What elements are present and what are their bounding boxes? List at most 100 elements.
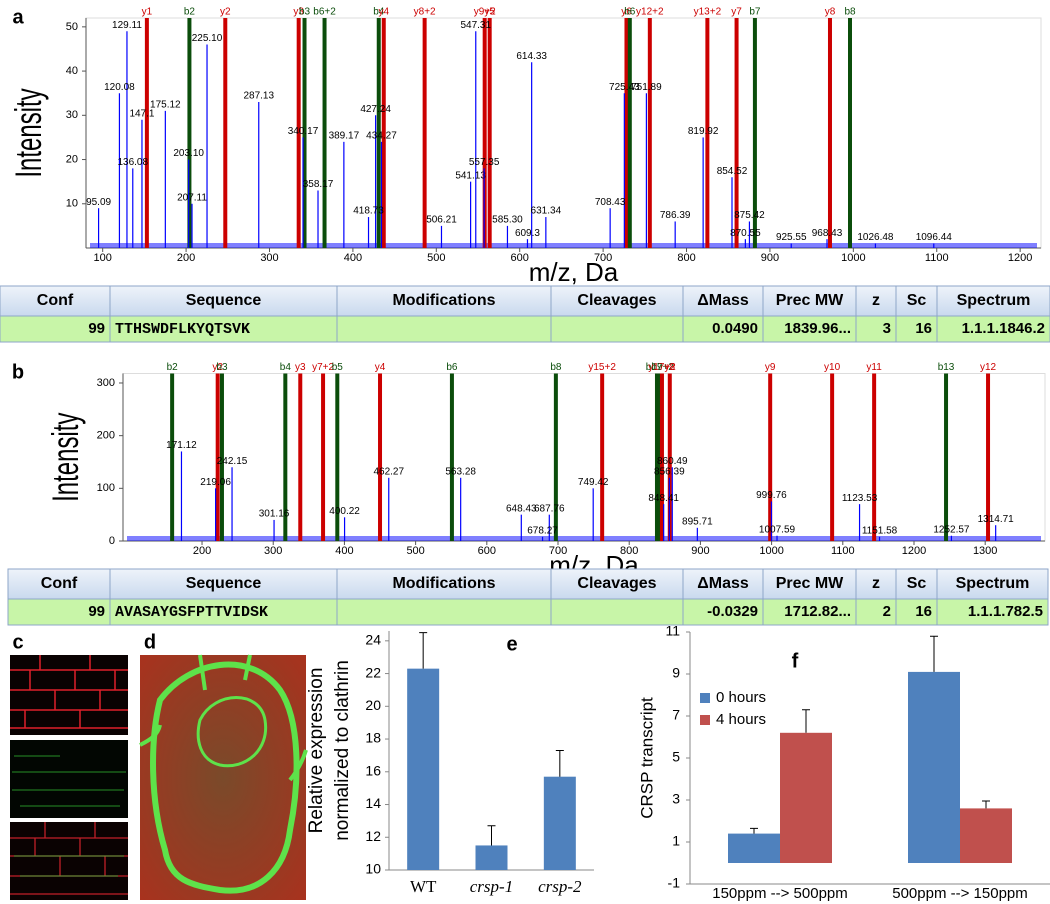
peak-label: 358.17 <box>303 179 334 190</box>
bar <box>908 671 960 863</box>
table-cell <box>855 598 897 626</box>
table-header: Spectrum <box>956 575 1030 592</box>
peak-label: 708.43 <box>595 197 626 208</box>
fragment-label: y9 <box>765 362 776 373</box>
peak-label: 1151.58 <box>862 525 898 536</box>
bar <box>543 776 576 870</box>
table-cell-text: TTHSWDFLKYQTSVK <box>115 321 250 338</box>
peak-label: 614.33 <box>516 51 547 62</box>
table-cell <box>7 598 111 626</box>
y-tick-label: 12 <box>365 828 381 844</box>
error-bar <box>930 635 938 672</box>
x-tick-label: 600 <box>478 545 496 557</box>
y-tick-label: 11 <box>665 623 680 639</box>
y-tick-label: 50 <box>66 21 78 33</box>
table-header: Sc <box>907 292 927 309</box>
table-cell-text: 0.0490 <box>712 320 758 337</box>
table-cell <box>550 315 684 343</box>
table-cell <box>550 598 684 626</box>
table-header-cell <box>682 285 764 317</box>
fragment-label: b17+2 <box>646 362 675 373</box>
table-header: z <box>872 292 880 309</box>
panel-letter: c <box>12 631 23 653</box>
y-tick-label: 20 <box>365 697 381 713</box>
y-tick-label: 100 <box>97 482 115 494</box>
peak-label: 400.22 <box>329 506 360 517</box>
table-header-cell <box>550 285 684 317</box>
peak-label: 136.08 <box>117 157 148 168</box>
error-bar <box>802 709 810 733</box>
x-tick-label: 150ppm --> 500ppm <box>712 885 848 902</box>
table-cell <box>936 315 1050 343</box>
peak-label: 462.27 <box>373 466 404 477</box>
peak-label: 870.55 <box>730 228 761 239</box>
fragment-label: y8+2 <box>414 7 436 18</box>
y-tick-label: 1 <box>672 833 680 849</box>
y-tick-label: 0 <box>109 535 115 547</box>
x-tick-label: 700 <box>594 252 612 264</box>
table-header-cell <box>936 568 1049 600</box>
peak-label: 340.17 <box>288 126 319 137</box>
peak-label: 648.43 <box>506 503 537 514</box>
peak-label: 287.13 <box>243 91 274 102</box>
peak-label: 786.39 <box>660 210 691 221</box>
table-cell-text: 1712.82... <box>784 603 851 620</box>
table-header: Cleavages <box>577 575 656 592</box>
table-header-cell <box>855 285 897 317</box>
peak-label: 219.06 <box>200 477 231 488</box>
fragment-label: y3 <box>293 7 304 18</box>
y-tick-label: -1 <box>668 875 681 891</box>
peak-label: 609.3 <box>515 228 540 239</box>
table-header: Cleavages <box>577 292 656 309</box>
fragment-label: b4 <box>373 7 385 18</box>
fragment-label: y5 <box>484 7 495 18</box>
peak-label: 95.09 <box>86 197 111 208</box>
fragment-label: b3 <box>216 362 228 373</box>
x-tick-label: 100 <box>94 252 112 264</box>
table-cell <box>0 315 111 343</box>
y-tick-label: 300 <box>97 377 115 389</box>
x-tick-label: 800 <box>620 545 638 557</box>
x-tick-label: crsp-1 <box>470 877 513 896</box>
panel-letter: d <box>144 631 156 653</box>
fragment-label: y4 <box>378 7 389 18</box>
peak-label: 147.1 <box>129 108 154 119</box>
fragment-label: b6+2 <box>313 7 336 18</box>
x-tick-label: 800 <box>677 252 695 264</box>
fragment-label: y1 <box>142 7 153 18</box>
peak-label: 557.35 <box>469 157 500 168</box>
table-cell <box>895 315 938 343</box>
y-axis-label: Intensity <box>8 88 50 178</box>
x-tick-label: 1000 <box>759 545 783 557</box>
y-tick-label: 7 <box>672 707 680 723</box>
fragment-label: y13+2 <box>694 7 722 18</box>
y-axis-label: Intensity <box>45 412 87 502</box>
table-header-cell <box>682 568 764 600</box>
table-cell-text: -0.0329 <box>707 603 758 620</box>
peak-label: 895.71 <box>682 516 713 527</box>
x-tick-label: 500 <box>427 252 445 264</box>
x-tick-label: 900 <box>761 252 779 264</box>
peak-label: 1252.57 <box>933 524 970 535</box>
table-cell <box>109 315 338 343</box>
peak-label: 547.31 <box>460 20 491 31</box>
table-header: Modifications <box>392 292 495 309</box>
panel-letter: a <box>12 6 24 28</box>
x-tick-label: crsp-2 <box>538 877 582 896</box>
table-header: Modifications <box>392 575 495 592</box>
peak-label: 434.27 <box>366 130 397 141</box>
fragment-label: b6 <box>446 362 458 373</box>
fragment-label: y2 <box>220 7 231 18</box>
table-cell <box>855 315 897 343</box>
panel-letter: b <box>12 361 24 383</box>
table-header-cell <box>109 568 338 600</box>
x-tick-label: 400 <box>335 545 353 557</box>
peak-label: 856.39 <box>654 466 685 477</box>
peak-label: 389.17 <box>329 130 360 141</box>
peak-label: 203.10 <box>173 148 204 159</box>
table-cell <box>336 315 552 343</box>
fragment-label: b2 <box>167 362 179 373</box>
table-header-cell <box>762 568 857 600</box>
peak-label: 678.27 <box>527 525 558 536</box>
